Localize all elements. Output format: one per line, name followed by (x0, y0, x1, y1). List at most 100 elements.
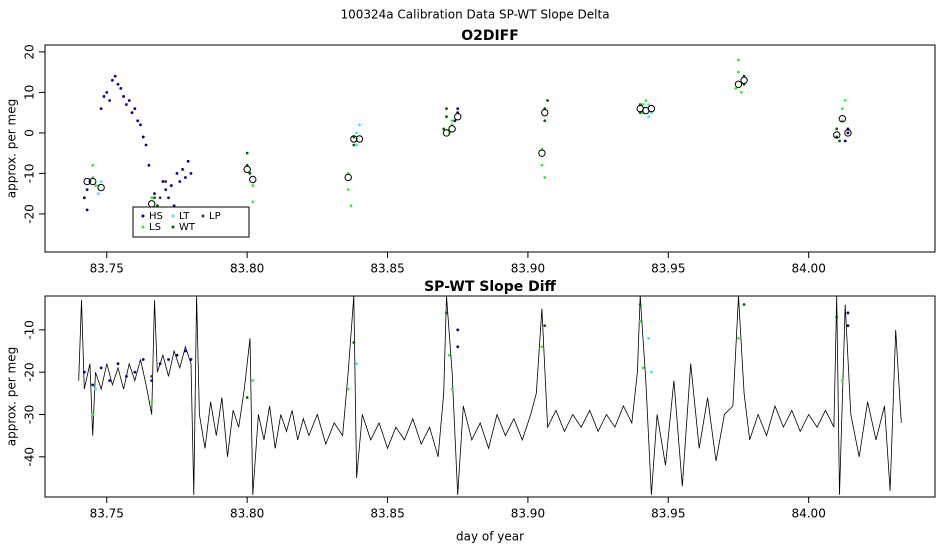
data-point (91, 163, 95, 167)
data-point (835, 315, 839, 319)
data-point (843, 139, 847, 143)
data-point (846, 324, 850, 328)
mean-marker (83, 177, 91, 186)
data-point (167, 196, 170, 200)
y-tick-label: -20 (23, 204, 37, 224)
y-tick-label: -10 (23, 164, 37, 184)
x-tick-label: 83.80 (230, 262, 264, 276)
data-point (102, 95, 106, 98)
data-point (119, 86, 123, 90)
data-point (150, 400, 154, 404)
legend-swatch (141, 214, 145, 218)
data-point (150, 375, 154, 378)
data-point (94, 387, 97, 391)
data-point (85, 208, 89, 212)
data-point (546, 99, 549, 102)
plot-frame (44, 295, 936, 498)
data-point (445, 107, 448, 110)
data-point (133, 107, 137, 110)
data-point (245, 151, 249, 155)
data-point (251, 379, 255, 383)
data-point (540, 345, 544, 349)
data-point (82, 370, 86, 374)
mean-marker (97, 183, 105, 192)
data-point (647, 103, 651, 106)
data-point (167, 358, 170, 361)
data-point (456, 345, 460, 349)
data-point (153, 192, 156, 196)
y-axis-label: approx. per meg (5, 347, 19, 446)
plot-frame (44, 44, 936, 253)
data-point (543, 119, 547, 123)
data-point (91, 383, 95, 387)
data-point (737, 336, 740, 340)
x-axis-label: day of year (456, 530, 524, 544)
data-point (99, 366, 103, 370)
x-tick-label: 83.75 (90, 507, 124, 521)
y-tick-label: -20 (23, 362, 37, 382)
legend-label: LT (179, 211, 190, 222)
data-point (647, 336, 651, 340)
data-point (644, 99, 648, 102)
y-tick-label: 10 (23, 85, 37, 100)
legend-swatch (171, 214, 175, 218)
data-point (638, 303, 642, 306)
data-point (349, 204, 353, 208)
data-point (82, 196, 86, 200)
mean-marker (350, 135, 358, 143)
plot-area (78, 296, 902, 495)
data-point (638, 319, 642, 323)
data-point (840, 107, 844, 110)
data-point (641, 103, 645, 106)
x-tick-label: 83.90 (511, 507, 545, 521)
data-point (158, 362, 162, 366)
data-point (456, 328, 460, 332)
data-point (116, 82, 120, 86)
mean-marker (833, 131, 841, 139)
data-point (136, 119, 140, 123)
data-point (739, 90, 743, 94)
data-point (843, 99, 847, 102)
data-point (355, 362, 359, 366)
data-point (186, 159, 190, 163)
data-point (543, 176, 547, 179)
data-point (99, 180, 103, 183)
data-point (647, 115, 651, 119)
data-point (158, 196, 162, 200)
data-point (113, 74, 117, 78)
data-point (141, 358, 145, 361)
data-point (189, 172, 193, 175)
data-point (540, 163, 544, 167)
x-tick-label: 83.90 (511, 262, 545, 276)
data-point (91, 413, 95, 416)
mean-marker (844, 129, 852, 137)
data-point (650, 370, 653, 374)
data-point (734, 86, 738, 90)
mean-marker (647, 104, 656, 113)
x-tick-label: 83.85 (370, 507, 404, 521)
data-point (164, 180, 168, 183)
data-point (125, 103, 128, 106)
mean-marker (454, 113, 462, 121)
data-point (96, 192, 100, 196)
legend-label: LS (149, 222, 161, 233)
data-point (251, 184, 255, 187)
mean-marker (89, 177, 97, 186)
data-point (181, 167, 184, 171)
y-tick-label: -30 (23, 405, 37, 425)
data-point (742, 303, 746, 306)
data-point (122, 95, 126, 98)
x-tick-label: 84.00 (791, 262, 825, 276)
mean-marker (243, 165, 251, 174)
legend-label: LP (209, 211, 221, 222)
mean-marker (838, 115, 847, 123)
data-point (251, 200, 255, 204)
data-point (352, 341, 356, 344)
data-point (108, 379, 111, 383)
x-tick-label: 83.85 (370, 262, 404, 276)
data-point (355, 143, 359, 147)
mean-marker (538, 149, 546, 157)
data-point (641, 366, 645, 370)
data-point (352, 143, 356, 147)
